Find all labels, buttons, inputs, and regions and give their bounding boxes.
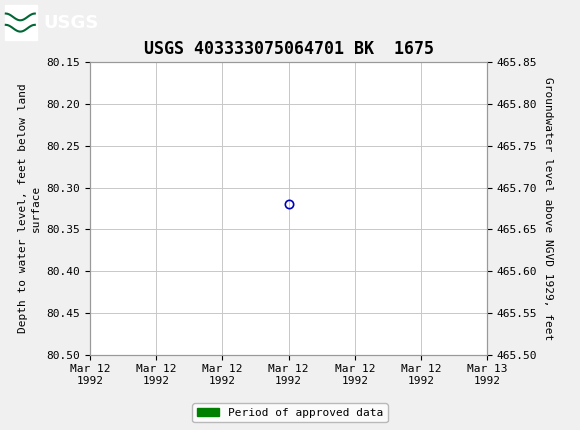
Legend: Period of approved data: Period of approved data [193, 403, 387, 422]
FancyBboxPatch shape [5, 6, 37, 40]
Title: USGS 403333075064701 BK  1675: USGS 403333075064701 BK 1675 [144, 40, 434, 58]
Text: USGS: USGS [44, 14, 99, 31]
Y-axis label: Groundwater level above NGVD 1929, feet: Groundwater level above NGVD 1929, feet [543, 77, 553, 340]
Y-axis label: Depth to water level, feet below land
surface: Depth to water level, feet below land su… [17, 84, 41, 333]
